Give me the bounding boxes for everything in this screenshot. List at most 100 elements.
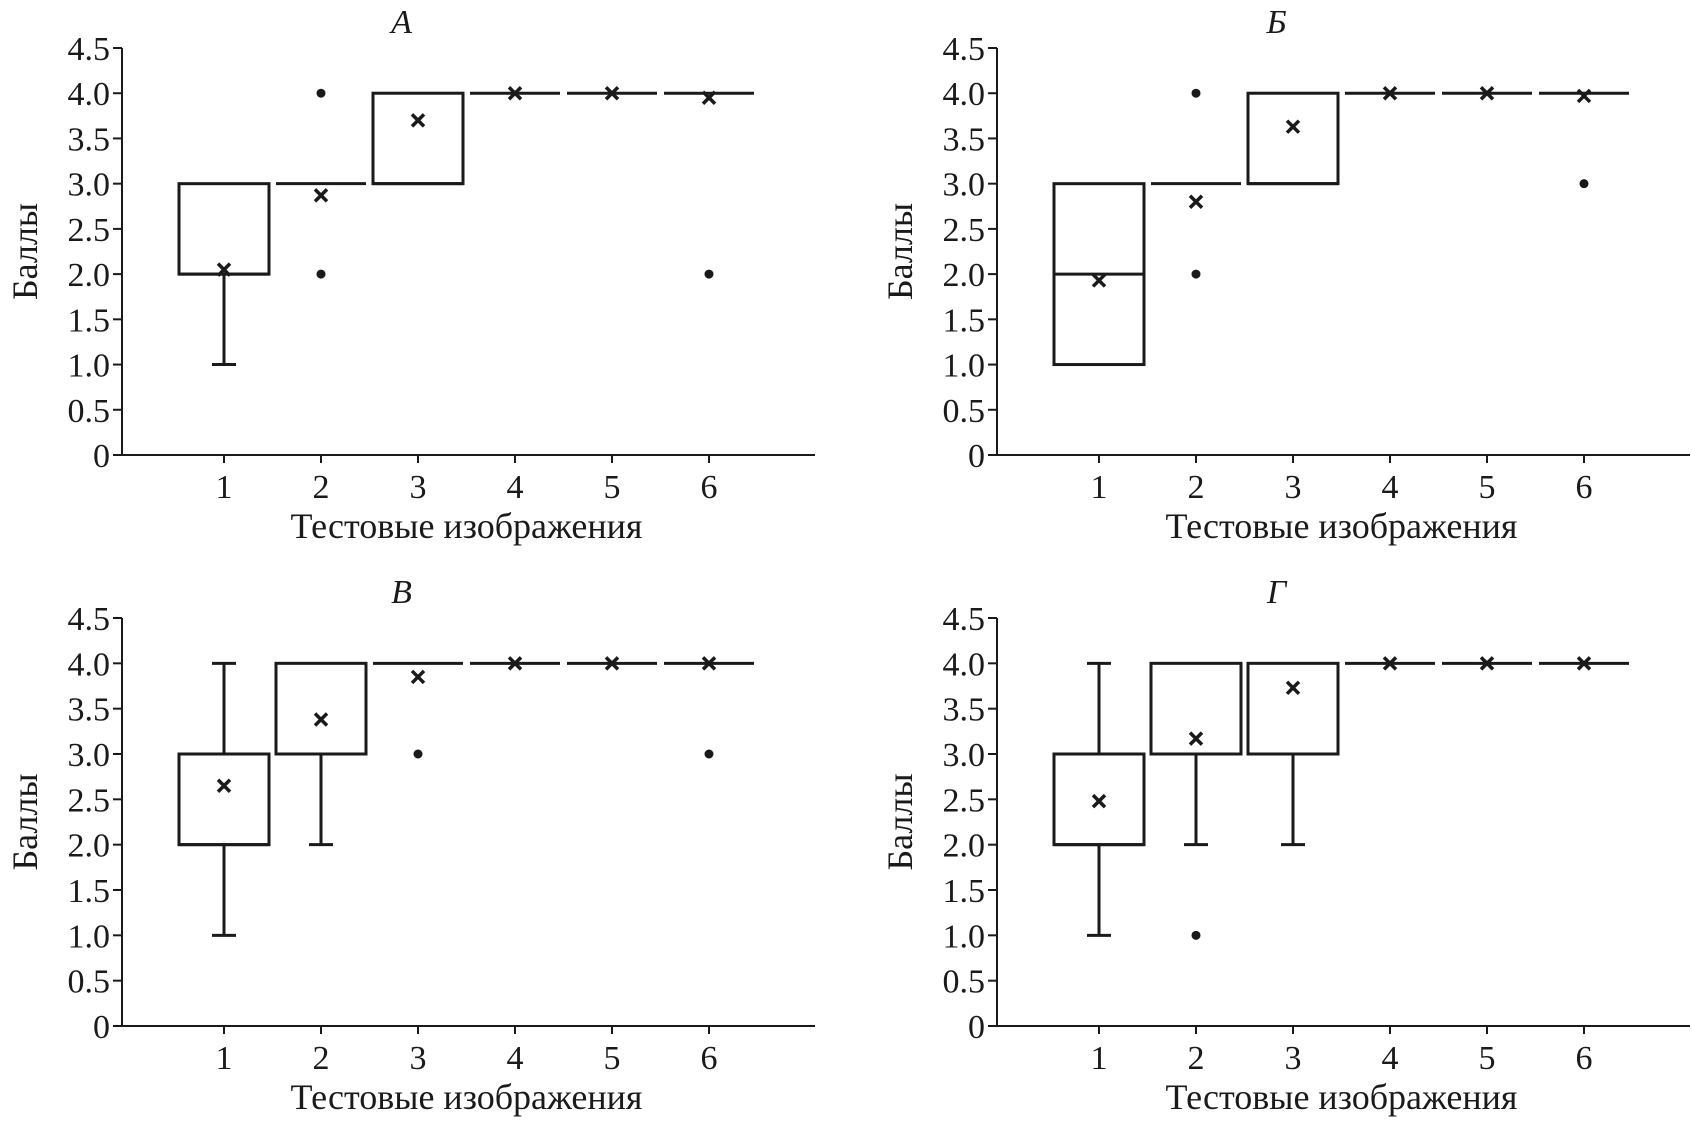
panel-2-x-tick-label: 4: [1382, 469, 1399, 506]
panel-1-mean-marker: [216, 262, 232, 277]
panel-2-mean-marker: [1382, 85, 1398, 101]
panel-4-x-tick-label: 5: [1479, 1040, 1496, 1077]
panel-1-x-tick-label: 5: [604, 469, 621, 506]
panel-4-y-tick-label: 2.5: [943, 782, 986, 819]
panel-2-y-tick-label: 0: [968, 438, 985, 475]
panel-4-y-tick-label: 0.5: [943, 964, 986, 1001]
panel-3-iqr-box: [274, 661, 368, 756]
panel-3: 0 0.5 1.0 1.5 2.0 2.5 3.0 3.5 4.0 4.5 1 2 3 4 5 6 В Тесто…: [5, 574, 815, 1117]
panel-3-x-tick-label: 4: [507, 1040, 524, 1077]
panel-2-outlier-point: [1191, 88, 1201, 98]
panel-3-x-tick-label: 1: [216, 1040, 233, 1077]
panel-4-mean-marker: [1576, 656, 1592, 671]
panel-1-box-5: [567, 85, 657, 101]
panel-1-y-tick-label: 0.5: [68, 393, 111, 430]
panel-4-title: Г: [1266, 574, 1288, 611]
panel-1-iqr-box: [371, 91, 465, 186]
panel-1-y-tick-label: 2.0: [68, 257, 111, 294]
panel-3-y-tick-label: 2.5: [68, 782, 111, 819]
panel-1-y-tick-label: 4.0: [68, 76, 111, 113]
panel-3-box-6: [664, 656, 754, 759]
panel-4-y-axis-label: Баллы: [880, 773, 920, 870]
panel-2-title: Б: [1265, 4, 1286, 41]
panel-4-outlier-point: [1191, 930, 1201, 940]
panel-2-mean-marker: [1285, 119, 1301, 134]
panel-2-x-tick-label: 1: [1091, 469, 1108, 506]
panel-1-x-axis-label: Тестовые изображения: [291, 506, 643, 546]
panel-2-y-tick-label: 2.0: [943, 257, 986, 294]
panel-1: 0 0.5 1.0 1.5 2.0 2.5 3.0 3.5 4.0 4.5 1 2 3 4 5 6 А Тесто…: [5, 4, 815, 546]
panel-4-box-1: [1052, 661, 1146, 937]
panel-2-y-tick-label: 0.5: [943, 393, 986, 430]
panel-2-iqr-box: [1246, 91, 1340, 186]
panel-1-mean-marker: [701, 90, 717, 105]
panel-3-y-tick-label: 0: [93, 1009, 110, 1046]
panel-4-mean-marker: [1285, 680, 1301, 696]
panel-3-y-tick-label: 1.5: [68, 873, 111, 910]
panel-1-outlier-point: [316, 269, 326, 279]
panel-1-y-tick-label: 4.5: [68, 31, 111, 68]
panel-1-title: А: [389, 4, 412, 41]
panel-4-iqr-box: [1246, 661, 1340, 756]
panel-3-mean-marker: [313, 712, 329, 727]
panel-1-outlier-point: [704, 269, 714, 279]
panel-1-x-tick-label: 2: [313, 469, 330, 506]
panel-3-iqr-box: [177, 752, 271, 847]
panel-3-x-tick-label: 5: [604, 1040, 621, 1077]
panel-4-mean-marker: [1188, 731, 1204, 746]
panel-2-box-6: [1539, 88, 1629, 189]
panel-1-box-3: [371, 91, 465, 186]
panel-1-x-tick-label: 3: [410, 469, 427, 506]
panel-2-y-tick-label: 4.0: [943, 76, 986, 113]
panel-3-box-5: [567, 656, 657, 671]
panel-4-x-tick-label: 4: [1382, 1040, 1399, 1077]
panel-2-box-4: [1345, 85, 1435, 101]
panel-3-y-tick-label: 4.0: [68, 646, 111, 683]
panel-4-y-tick-label: 1.5: [943, 873, 986, 910]
panel-2-mean-marker: [1188, 194, 1204, 209]
panel-1-y-tick-label: 1.0: [68, 348, 111, 385]
panel-3-box-4: [470, 656, 560, 671]
panel-3-outlier-point: [413, 749, 423, 759]
panel-2-y-tick-label: 1.0: [943, 348, 986, 385]
panel-4-y-tick-label: 4.0: [943, 646, 986, 683]
panel-3-box-2: [274, 661, 368, 847]
panel-4-box-2: [1149, 661, 1243, 940]
panel-3-y-tick-label: 0.5: [68, 964, 111, 1001]
panel-4-y-tick-label: 0: [968, 1009, 985, 1046]
panel-4-box-4: [1345, 656, 1435, 671]
panel-3-y-tick-label: 4.5: [68, 601, 111, 638]
panel-4-mean-marker: [1091, 793, 1107, 809]
panel-3-mean-marker: [216, 778, 232, 793]
panel-1-y-tick-label: 2.5: [68, 212, 111, 249]
panel-3-y-tick-label: 1.0: [68, 918, 111, 955]
panel-2-mean-marker: [1091, 273, 1107, 288]
panel-1-x-tick-label: 4: [507, 469, 524, 506]
panel-1-x-tick-label: 1: [216, 469, 233, 506]
panel-1-y-tick-label: 3.5: [68, 121, 111, 158]
panel-1-iqr-box: [177, 182, 271, 276]
panel-3-y-tick-label: 2.0: [68, 828, 111, 865]
panel-4-x-axis-label: Тестовые изображения: [1166, 1077, 1518, 1117]
panel-3-y-tick-label: 3.0: [68, 737, 111, 774]
panel-4-mean-marker: [1479, 656, 1495, 671]
panel-1-y-axis-label: Баллы: [5, 203, 45, 300]
panel-4-box-3: [1246, 661, 1340, 847]
panel-2: 0 0.5 1.0 1.5 2.0 2.5 3.0 3.5 4.0 4.5 1 2 3 4 5 6 Б Тесто…: [880, 4, 1690, 546]
panel-1-outlier-point: [316, 88, 326, 98]
panel-3-outlier-point: [704, 749, 714, 759]
panel-4-y-tick-label: 3.5: [943, 692, 986, 729]
panel-3-mean-marker: [410, 669, 426, 685]
panel-3-mean-marker: [604, 656, 620, 671]
panel-4-x-tick-label: 3: [1285, 1040, 1302, 1077]
panel-3-box-3: [373, 661, 463, 759]
panel-4-box-5: [1442, 656, 1532, 671]
panel-4-x-tick-label: 1: [1091, 1040, 1108, 1077]
panel-1-x-tick-label: 6: [701, 469, 718, 506]
panel-3-x-tick-label: 3: [410, 1040, 427, 1077]
panel-2-x-tick-label: 3: [1285, 469, 1302, 506]
panel-3-title: В: [391, 574, 412, 611]
panel-3-y-tick-label: 3.5: [68, 692, 111, 729]
panel-2-x-tick-label: 5: [1479, 469, 1496, 506]
panel-3-mean-marker: [701, 656, 717, 671]
